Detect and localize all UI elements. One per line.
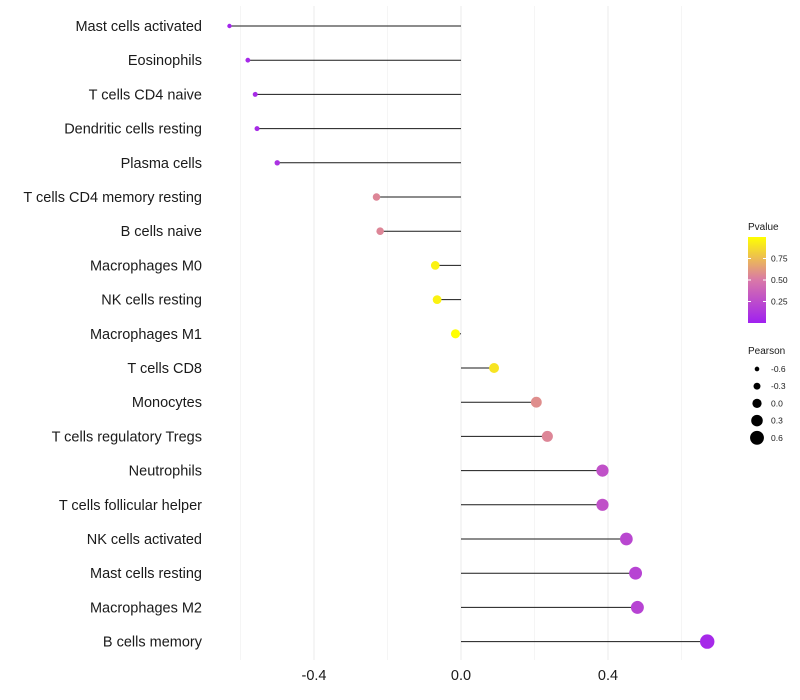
size-key-dot xyxy=(751,414,763,427)
data-point xyxy=(620,532,633,546)
data-point xyxy=(252,91,258,97)
y-axis-label: T cells CD8 xyxy=(127,361,202,377)
data-point xyxy=(430,261,440,270)
pearson-legend-keys: -0.6 -0.3 0.0 0.3 0.6 xyxy=(750,364,786,445)
colorbar-tick-label: 0.75 xyxy=(771,254,788,264)
y-axis-label: Dendritic cells resting xyxy=(64,122,202,138)
y-axis-label: Eosinophils xyxy=(128,53,202,69)
x-axis-tick-label: -0.4 xyxy=(302,668,327,684)
size-key-dot xyxy=(752,398,762,409)
data-point xyxy=(227,23,232,29)
data-point xyxy=(372,193,381,201)
data-point xyxy=(450,329,461,339)
size-key-label: 0.3 xyxy=(771,416,783,426)
y-axis-label: NK cells resting xyxy=(101,293,202,309)
y-axis-label: Macrophages M2 xyxy=(90,600,202,616)
lollipop-dots xyxy=(227,23,715,649)
data-point xyxy=(274,160,280,166)
size-key-dot xyxy=(753,382,761,390)
data-point xyxy=(530,396,542,408)
y-axis-label: Mast cells resting xyxy=(90,566,202,582)
data-point xyxy=(596,498,609,511)
data-point xyxy=(489,363,500,373)
y-axis-label: B cells memory xyxy=(103,635,203,651)
lollipop-stems xyxy=(229,25,708,643)
y-axis-label: Neutrophils xyxy=(129,464,202,480)
colorbar-tick-label: 0.50 xyxy=(771,275,788,285)
pvalue-legend-ticks: 0.25 0.50 0.75 xyxy=(748,254,788,307)
pvalue-legend-title: Pvalue xyxy=(748,222,779,233)
pearson-legend: Pearson -0.6 -0.3 0.0 0.3 0.6 xyxy=(748,346,786,445)
y-axis-label: T cells regulatory Tregs xyxy=(52,429,202,445)
y-axis-label: Mast cells activated xyxy=(75,19,202,35)
y-axis-label: T cells CD4 naive xyxy=(89,87,202,103)
size-key-dot xyxy=(750,430,764,445)
x-axis-tick-label: 0.4 xyxy=(598,668,618,684)
pvalue-legend: Pvalue 0.25 0.50 0.75 xyxy=(748,222,788,323)
data-point xyxy=(541,430,553,442)
x-axis-tick-label: 0.0 xyxy=(451,668,471,684)
size-key-label: -0.3 xyxy=(771,381,786,391)
grid-lines xyxy=(240,6,682,660)
pvalue-colorbar xyxy=(748,237,766,323)
y-axis-label: Plasma cells xyxy=(121,156,202,172)
colorbar-tick-label: 0.25 xyxy=(771,297,788,307)
pearson-legend-title: Pearson xyxy=(748,346,785,357)
y-axis-label: NK cells activated xyxy=(87,532,202,548)
y-axis-label: Monocytes xyxy=(132,395,202,411)
y-axis-label: T cells CD4 memory resting xyxy=(23,190,202,206)
data-point xyxy=(629,566,643,580)
size-key-label: -0.6 xyxy=(771,364,786,374)
y-axis-labels: Mast cells activated Eosinophils T cells C… xyxy=(23,19,202,651)
data-point xyxy=(245,57,251,63)
data-point xyxy=(376,227,384,235)
y-axis-label: Macrophages M1 xyxy=(90,327,202,343)
data-point xyxy=(700,634,715,649)
size-key-label: 0.0 xyxy=(771,398,783,408)
y-axis-label: T cells follicular helper xyxy=(59,498,202,514)
size-key-dot xyxy=(754,366,760,372)
data-point xyxy=(596,464,609,477)
y-axis-label: B cells naive xyxy=(121,224,202,240)
data-point xyxy=(630,600,644,614)
y-axis-label: Macrophages M0 xyxy=(90,258,202,274)
data-point xyxy=(254,126,260,132)
size-key-label: 0.6 xyxy=(771,433,783,443)
x-axis-ticks: -0.4 0.0 0.4 xyxy=(302,668,619,684)
data-point xyxy=(432,295,442,304)
